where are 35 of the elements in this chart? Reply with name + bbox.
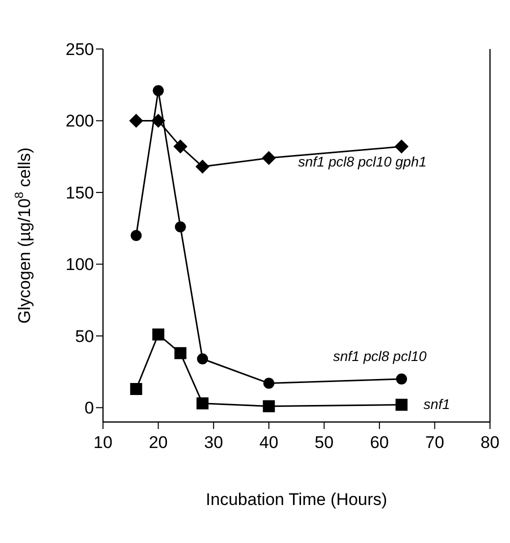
point xyxy=(396,373,408,384)
y-tick-label: 150 xyxy=(66,183,94,202)
x-tick-label: 30 xyxy=(204,433,224,452)
series-label: snf1 pcl8 pcl10 gph1 xyxy=(298,154,427,170)
point xyxy=(130,383,142,396)
point xyxy=(262,151,276,166)
y-tick-label: 50 xyxy=(75,326,94,346)
point xyxy=(173,140,188,154)
x-tick-label: 80 xyxy=(480,433,500,452)
point xyxy=(396,398,408,411)
y-tick-label: 200 xyxy=(66,112,94,131)
series-label: snf1 xyxy=(424,396,450,412)
x-tick-label: 20 xyxy=(148,433,168,452)
y-tick-label: 100 xyxy=(66,255,94,274)
x-axis-title: Incubation Time (Hours) xyxy=(206,490,388,509)
point xyxy=(262,400,275,412)
point xyxy=(174,347,186,360)
point xyxy=(152,328,164,340)
x-tick-label: 40 xyxy=(259,433,278,452)
y-tick-label: 250 xyxy=(66,40,94,59)
point xyxy=(196,397,209,410)
x-tick-label: 50 xyxy=(314,433,334,452)
x-tick-label: 60 xyxy=(370,433,389,452)
x-tick-label: 70 xyxy=(425,433,444,452)
y-tick-label: 0 xyxy=(84,398,94,418)
point xyxy=(394,140,409,154)
point xyxy=(152,85,164,96)
point xyxy=(130,230,142,241)
x-tick-label: 10 xyxy=(94,433,112,452)
point xyxy=(197,353,208,364)
point xyxy=(174,221,186,232)
series-label: snf1 pcl8 pcl10 xyxy=(333,348,427,364)
point xyxy=(263,378,274,389)
point xyxy=(196,160,210,174)
point xyxy=(129,114,144,128)
